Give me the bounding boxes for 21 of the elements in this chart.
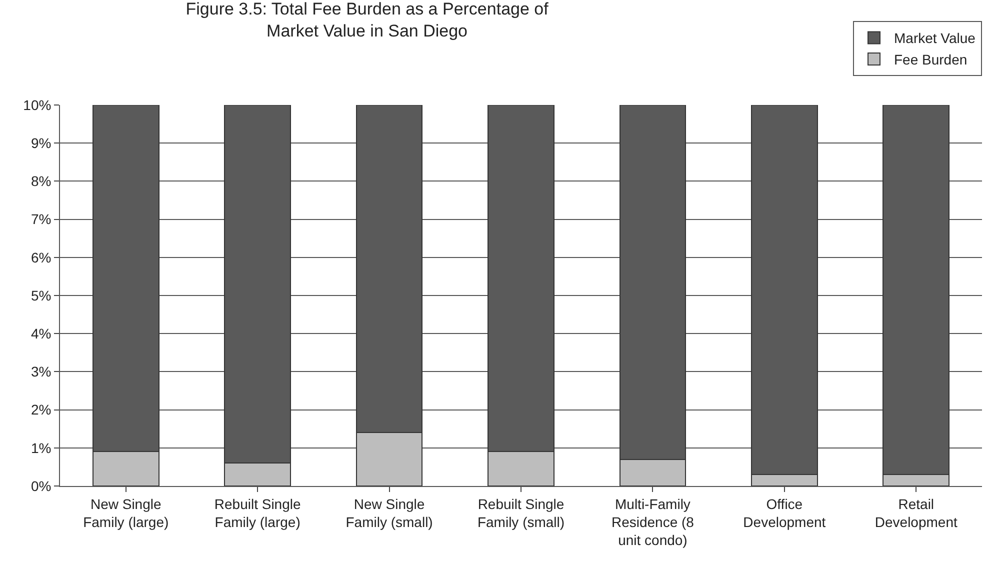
y-tick-label: 3% — [30, 364, 52, 380]
y-tick-label: 4% — [30, 326, 52, 342]
y-tick-label: 5% — [30, 287, 52, 304]
x-tick-label: Office Development — [743, 496, 826, 530]
y-tick-label: 8% — [30, 173, 52, 190]
x-tick-label: Rebuilt Single Family (small) — [477, 496, 565, 530]
legend-label: Market Value — [894, 30, 976, 46]
x-tick-label: Multi-Family Residence (8 unit condo) — [611, 496, 694, 548]
x-tick-label: Retail Development — [874, 496, 958, 530]
x-tick-label: New Single Family (large) — [83, 496, 169, 530]
y-tick-label: 6% — [30, 249, 52, 266]
chart-title: Figure 3.5: Total Fee Burden as a Percentage of Market Value in San Diego — [186, 0, 549, 41]
x-tick-label: Rebuilt Single Family (large) — [214, 496, 301, 530]
legend-label: Fee Burden — [894, 51, 968, 68]
y-tick-label: 9% — [30, 135, 52, 151]
y-tick-label: 10% — [23, 96, 52, 113]
x-tick-label: New Single Family (small) — [346, 496, 433, 530]
y-tick-label: 2% — [30, 402, 52, 418]
y-tick-label: 7% — [30, 211, 52, 228]
y-tick-label: 1% — [30, 440, 52, 456]
y-tick-label: 0% — [30, 478, 52, 494]
